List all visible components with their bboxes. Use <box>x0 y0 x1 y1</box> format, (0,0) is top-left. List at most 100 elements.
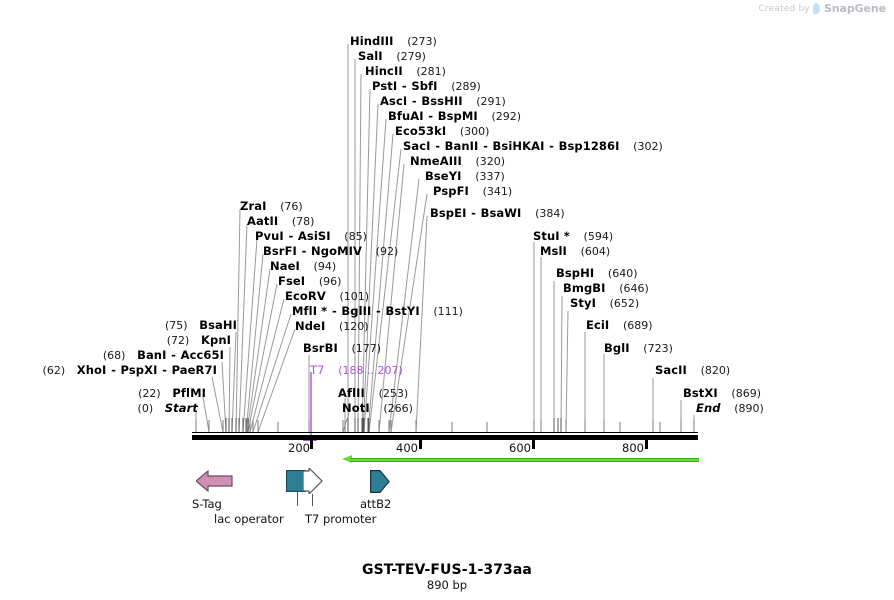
enzyme-separator: - <box>331 304 337 318</box>
orf-body <box>350 457 699 462</box>
enzyme-label-ecii[interactable]: EciI (689) <box>586 319 653 332</box>
enzyme-label-saci-group[interactable]: SacI - BanII - BsiHKAI - Bsp1286I (302) <box>403 139 663 153</box>
enzyme-separator: - <box>288 229 294 243</box>
enzyme-name: KpnI <box>200 333 231 347</box>
marker-label-end[interactable]: End (890) <box>696 402 764 415</box>
enzyme-position: (291) <box>476 95 506 108</box>
enzyme-position: (652) <box>609 297 640 310</box>
feature-range: (188 .. 207) <box>338 364 403 377</box>
enzyme-name: BsrFI <box>263 244 297 258</box>
enzyme-name: PflMI <box>172 386 206 400</box>
feature-glyph-attb2[interactable] <box>370 470 390 493</box>
snapgene-watermark: Created by SnapGene <box>758 2 886 15</box>
enzyme-label-stui[interactable]: StuI * (594) <box>533 229 614 243</box>
enzyme-name: StuI * <box>533 229 570 243</box>
enzyme-name: BsrBI <box>303 341 338 355</box>
enzyme-label-pflmi[interactable]: (22) PflMI <box>0 386 206 400</box>
enzyme-label-bsrbi[interactable]: BsrBI (177) <box>303 341 382 355</box>
enzyme-label-pvui-asisi[interactable]: PvuI - AsiSI (85) <box>255 229 367 243</box>
map-title: GST-TEV-FUS-1-373aa <box>362 562 532 578</box>
feature-name: T7 <box>310 363 325 377</box>
feature-label-t7[interactable]: T7 (188 .. 207) <box>310 363 403 377</box>
enzyme-position: (62) <box>42 364 66 377</box>
enzyme-label-bsrfi-ngomiv[interactable]: BsrFI - NgoMIV (92) <box>263 244 398 258</box>
enzyme-label-bfuai-bspmi[interactable]: BfuAI - BspMI (292) <box>388 110 521 123</box>
enzyme-label-xhoi-pspxi-paer7i[interactable]: (62) XhoI - PspXI - PaeR7I <box>0 363 217 377</box>
enzyme-position: (279) <box>396 50 426 63</box>
enzyme-separator: - <box>301 244 307 258</box>
marker-position: (890) <box>734 402 764 415</box>
enzyme-position: (120) <box>339 320 369 333</box>
enzyme-label-mflii-bglii-bstyi[interactable]: MflI * - BglII - BstYI (111) <box>292 304 463 318</box>
ruler-label-400: 400 <box>396 441 418 455</box>
enzyme-label-pspfi[interactable]: PspFI (341) <box>433 185 512 198</box>
enzyme-label-zrai[interactable]: ZraI (76) <box>240 200 303 213</box>
enzyme-label-bseyi[interactable]: BseYI (337) <box>425 169 505 183</box>
enzyme-label-bsahi[interactable]: (75) BsaHI <box>0 318 237 332</box>
enzyme-position: (594) <box>583 230 614 243</box>
enzyme-position: (94) <box>313 260 337 273</box>
ruler-label-600: 600 <box>509 441 531 455</box>
enzyme-name: NmeAIII <box>410 154 462 168</box>
feature-glyph-t7-promoter[interactable] <box>303 468 323 494</box>
enzyme-name: BseYI <box>425 169 462 183</box>
marker-label-start[interactable]: (0) Start <box>0 402 198 415</box>
enzyme-label-hindiii[interactable]: HindIII (273) <box>350 34 437 48</box>
feature-label-attb2: attB2 <box>360 497 392 511</box>
enzyme-position: (101) <box>339 290 370 303</box>
enzyme-label-hincii[interactable]: HincII (281) <box>365 65 446 78</box>
map-subtitle: 890 bp <box>426 578 468 592</box>
enzyme-label-nmeaiii[interactable]: NmeAIII (320) <box>410 154 505 168</box>
enzyme-name: HindIII <box>350 34 394 48</box>
enzyme-label-noti[interactable]: NotI (266) <box>342 402 413 415</box>
enzyme-name: MslI <box>540 244 567 258</box>
enzyme-name: PaeR7I <box>171 363 217 377</box>
ruler-tick-200 <box>310 440 313 449</box>
enzyme-label-kpni[interactable]: (72) KpnI <box>0 333 231 347</box>
enzyme-name: AatII <box>247 214 279 228</box>
enzyme-name: BsiHKAI <box>492 139 545 153</box>
enzyme-name: BspHI <box>556 266 595 280</box>
enzyme-label-ndei[interactable]: NdeI (120) <box>295 319 369 333</box>
enzyme-position: (68) <box>102 349 126 362</box>
enzyme-name: FseI <box>278 274 306 288</box>
enzyme-label-bspei-bsawi[interactable]: BspEI - BsaWI (384) <box>430 207 565 220</box>
enzyme-label-eco53ki[interactable]: Eco53kI (300) <box>395 125 489 138</box>
orf-arrowhead-icon <box>342 455 352 463</box>
enzyme-label-fsei[interactable]: FseI (96) <box>278 274 342 288</box>
enzyme-label-bmgbi[interactable]: BmgBI (646) <box>563 282 649 295</box>
enzyme-name: NdeI <box>295 319 326 333</box>
enzyme-label-bgli[interactable]: BglI (723) <box>604 342 673 355</box>
enzyme-position: (281) <box>416 65 446 78</box>
enzyme-label-ecorv[interactable]: EcoRV (101) <box>285 290 370 303</box>
enzyme-name: StyI <box>570 296 596 310</box>
enzyme-label-aflii[interactable]: AflII (253) <box>338 387 409 400</box>
feature-label-t7-promoter: T7 promoter <box>305 512 377 526</box>
orf-arrow[interactable] <box>342 455 699 464</box>
enzyme-position: (177) <box>351 342 382 355</box>
enzyme-separator: - <box>411 94 417 108</box>
sequence-backbone[interactable] <box>192 435 698 440</box>
enzyme-label-bani-acc65i[interactable]: (68) BanI - Acc65I <box>0 349 224 362</box>
feature-glyph-s-tag[interactable] <box>196 468 234 494</box>
enzyme-label-naei[interactable]: NaeI (94) <box>270 260 337 273</box>
enzyme-position: (604) <box>580 245 611 258</box>
enzyme-label-msli[interactable]: MslI (604) <box>540 244 611 258</box>
enzyme-position: (253) <box>378 387 409 400</box>
enzyme-label-asci-bsshii[interactable]: AscI - BssHII (291) <box>380 94 506 108</box>
enzyme-position: (96) <box>318 275 342 288</box>
ruler-label-200: 200 <box>288 441 310 455</box>
enzyme-name: SacI <box>403 139 431 153</box>
enzyme-label-sacii[interactable]: SacII (820) <box>655 364 730 377</box>
enzyme-name: BstYI <box>385 304 420 318</box>
enzyme-label-bsphi[interactable]: BspHI (640) <box>556 266 638 280</box>
enzyme-label-aatii[interactable]: AatII (78) <box>247 214 314 228</box>
enzyme-name: BsaHI <box>199 318 237 332</box>
snapgene-droplet-icon <box>812 2 821 15</box>
enzyme-label-styi[interactable]: StyI (652) <box>570 296 640 310</box>
enzyme-label-psti-sbfi[interactable]: PstI - SbfI (289) <box>372 80 481 93</box>
enzyme-label-sali[interactable]: SalI (279) <box>358 50 426 63</box>
enzyme-position: (646) <box>619 282 649 295</box>
enzyme-separator: - <box>435 139 440 153</box>
enzyme-label-bstxi[interactable]: BstXI (869) <box>683 387 761 400</box>
